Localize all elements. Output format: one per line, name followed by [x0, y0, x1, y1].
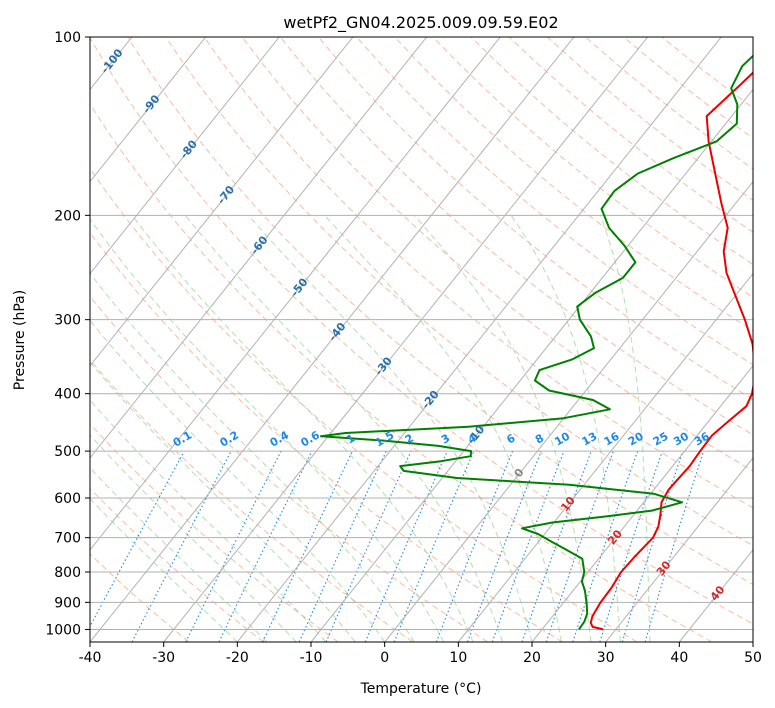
dry-adiabat — [90, 423, 339, 642]
dry-adiabat — [90, 167, 638, 642]
isotherm-line — [90, 37, 501, 551]
y-tick-label: 200 — [54, 208, 81, 224]
isotherm-line — [90, 37, 354, 367]
y-axis-label: Pressure (hPa) — [12, 290, 28, 390]
moist-adiabat — [599, 215, 651, 642]
mixing-ratio-line — [435, 450, 514, 642]
x-tick-label: -30 — [152, 650, 175, 666]
x-tick-label: -10 — [300, 650, 323, 666]
chart-title: wetPf2_GN04.2025.009.09.59.E02 — [283, 13, 558, 33]
dry-adiabat — [165, 37, 753, 547]
isotherm-line — [90, 37, 207, 183]
y-tick-label: 400 — [54, 387, 81, 403]
moist-adiabat — [184, 214, 503, 642]
dry-adiabat — [90, 103, 712, 642]
profiles — [319, 54, 753, 631]
isotherm-line — [384, 180, 753, 642]
dry-adiabat — [90, 553, 190, 642]
isotherm-line — [90, 37, 428, 459]
dry-adiabat — [356, 37, 753, 366]
moist-adiabat — [324, 214, 562, 642]
x-tick-label: -40 — [79, 650, 102, 666]
moist-adiabat — [131, 215, 474, 642]
mixing-ratio-line — [545, 450, 614, 642]
y-tick-label: 300 — [54, 313, 81, 329]
moist-adiabat — [90, 399, 327, 642]
dewpoint-profile — [319, 54, 753, 630]
y-tick-label: 1000 — [45, 622, 81, 638]
y-tick-label: 600 — [54, 491, 81, 507]
x-tick-label: 20 — [523, 650, 541, 666]
moist-adiabat — [510, 215, 621, 642]
moist-adiabat — [413, 214, 592, 642]
y-tick-label: 900 — [54, 595, 81, 611]
y-tick-label: 800 — [54, 565, 81, 581]
grid-lines — [90, 37, 753, 642]
isotherm-line — [310, 88, 753, 642]
y-tick-label: 700 — [54, 531, 81, 547]
isotherm-line — [457, 272, 753, 642]
isotherm-line — [236, 37, 722, 642]
isotherm-line — [90, 37, 280, 275]
x-tick-label: 50 — [744, 650, 762, 666]
moist-adiabat — [90, 218, 445, 642]
mixing-ratio-line — [521, 450, 592, 642]
isotherm-line — [90, 37, 575, 642]
moist-adiabat — [90, 361, 356, 642]
dry-adiabat — [203, 37, 753, 509]
isotherm-line — [605, 457, 753, 642]
x-tick-label: 10 — [449, 650, 467, 666]
mixing-ratio-line — [466, 450, 542, 642]
x-tick-label: 30 — [597, 650, 615, 666]
x-tick-label: 0 — [380, 650, 389, 666]
moist-adiabat — [90, 272, 415, 642]
y-tick-label: 100 — [54, 30, 81, 46]
mixing-ratio-line — [90, 450, 185, 628]
dry-adiabat — [90, 231, 563, 642]
mixing-ratio-line — [325, 450, 412, 642]
moist-adiabat — [90, 319, 386, 642]
mixing-ratio-line — [599, 450, 663, 642]
mixing-ratio-line — [572, 450, 639, 642]
x-tick-label: 40 — [670, 650, 688, 666]
moist-adiabat — [90, 467, 268, 642]
x-tick-label: -20 — [226, 650, 249, 666]
x-axis-label: Temperature (°C) — [360, 681, 482, 697]
moist-adiabat — [90, 498, 238, 642]
moist-adiabat — [248, 214, 533, 642]
mixing-ratio-line — [185, 450, 282, 642]
mixing-ratio-line — [491, 450, 565, 642]
y-tick-label: 500 — [54, 444, 81, 460]
dry-adiabat — [318, 37, 753, 401]
axes: -40 -30 -20 -10 0 10 20 30 40 50 100 200 300 400 500 60… — [45, 30, 762, 666]
dry-adiabat — [90, 37, 753, 625]
dry-adiabat — [90, 295, 488, 642]
temperature-profile — [589, 71, 753, 631]
plot-frame — [89, 36, 754, 643]
mixing-ratio-line — [621, 450, 684, 642]
dry-adiabat — [394, 37, 753, 332]
isotherm-line — [531, 364, 753, 642]
moist-adiabat — [90, 434, 297, 642]
mixing-ratio-line — [364, 450, 448, 642]
isotherm-line — [163, 37, 649, 642]
